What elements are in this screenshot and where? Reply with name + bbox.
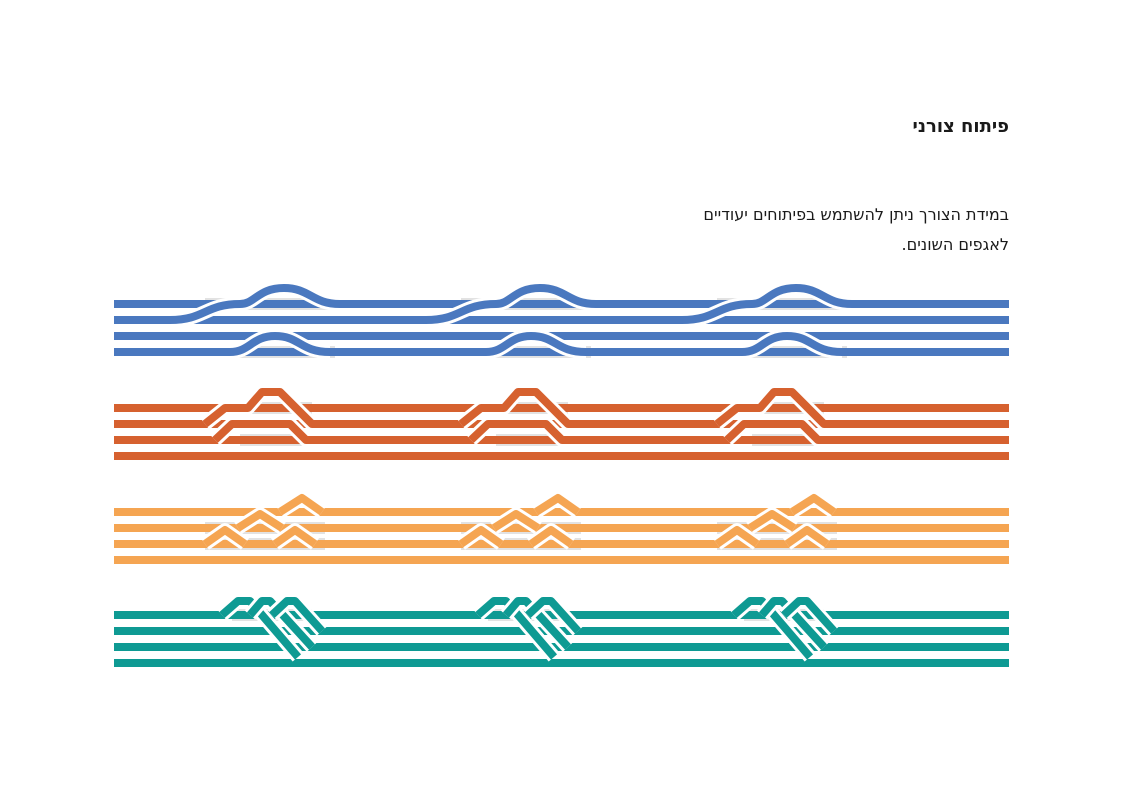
braid-strand-2 — [758, 597, 827, 650]
braid-strand-3 — [269, 597, 325, 634]
curve-upper — [169, 284, 341, 324]
curve-upper — [425, 284, 597, 324]
peak-top — [277, 494, 325, 516]
trapezoid-lower — [724, 420, 837, 444]
trapezoid-upper — [458, 388, 586, 428]
curve-lower — [741, 332, 843, 356]
braid-strand-1 — [475, 597, 558, 660]
braid-strand-3 — [781, 597, 837, 634]
braid-strand-1 — [731, 597, 814, 660]
trapezoid-lower — [468, 420, 581, 444]
peak-top — [533, 494, 581, 516]
peak-mid — [491, 510, 541, 532]
light-orange-band — [114, 491, 1009, 564]
blue-band — [114, 281, 1009, 359]
peak-low-left — [714, 526, 760, 548]
braid-strand-2 — [246, 597, 315, 650]
trapezoid-lower — [212, 420, 325, 444]
braid-strand-3 — [525, 597, 581, 634]
peak-low-right — [528, 526, 574, 548]
curve-lower — [485, 332, 587, 356]
peak-mid — [747, 510, 797, 532]
description-line-1: במידת הצורך ניתן להשתמש בפיתוחים יעודיים — [703, 205, 1009, 224]
teal-band — [114, 594, 1009, 667]
curve-upper — [681, 284, 853, 324]
peak-low-right — [784, 526, 830, 548]
peak-top — [789, 494, 837, 516]
trapezoid-upper — [714, 388, 842, 428]
peak-mid — [235, 510, 285, 532]
braid-strand-2 — [502, 597, 571, 650]
peak-low-left — [202, 526, 248, 548]
braid-strand-1 — [219, 597, 302, 660]
page-title: פיתוח צורני — [912, 116, 1009, 137]
curve-lower — [229, 332, 331, 356]
trapezoid-upper — [202, 388, 330, 428]
description-line-2: לאגפים השונים. — [901, 235, 1010, 254]
red-orange-band — [114, 385, 1009, 460]
peak-low-left — [458, 526, 504, 548]
description-text: במידת הצורך ניתן להשתמש בפיתוחים יעודיים… — [589, 200, 1009, 260]
peak-low-right — [272, 526, 318, 548]
